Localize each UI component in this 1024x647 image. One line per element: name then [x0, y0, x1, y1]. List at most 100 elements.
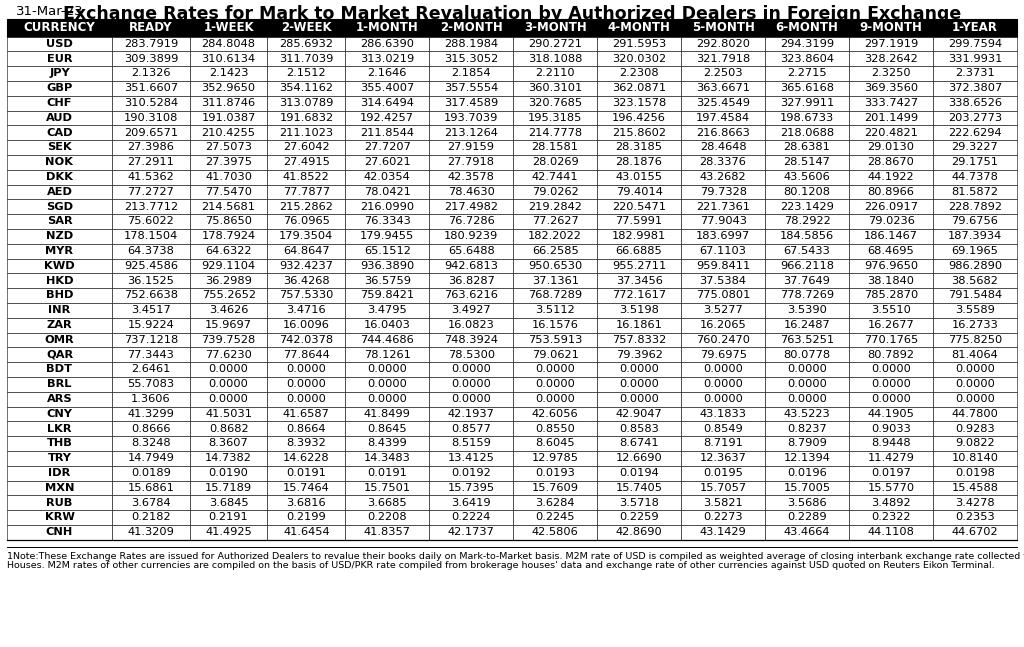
- Text: 0.0193: 0.0193: [536, 468, 575, 478]
- Text: 27.4915: 27.4915: [283, 157, 330, 168]
- Bar: [7, 155, 112, 170]
- Text: 0.8237: 0.8237: [787, 424, 827, 433]
- Bar: [267, 510, 345, 525]
- Text: 14.6228: 14.6228: [283, 454, 330, 463]
- Text: 976.9650: 976.9650: [864, 261, 919, 271]
- Text: 216.0990: 216.0990: [360, 202, 415, 212]
- Bar: [849, 451, 933, 466]
- Bar: [597, 155, 681, 170]
- Bar: [513, 318, 597, 333]
- Bar: [189, 525, 267, 540]
- Bar: [765, 51, 849, 66]
- Text: 0.0189: 0.0189: [131, 468, 171, 478]
- Bar: [112, 170, 189, 184]
- Text: 0.0000: 0.0000: [536, 394, 575, 404]
- Text: 182.2022: 182.2022: [528, 231, 582, 241]
- Text: CNY: CNY: [46, 409, 73, 419]
- Bar: [513, 273, 597, 288]
- Text: 2.1854: 2.1854: [452, 69, 490, 78]
- Bar: [267, 126, 345, 140]
- Bar: [597, 273, 681, 288]
- Text: 0.0000: 0.0000: [787, 364, 827, 375]
- Bar: [765, 525, 849, 540]
- Text: 290.2721: 290.2721: [528, 39, 583, 49]
- Text: 41.6587: 41.6587: [283, 409, 330, 419]
- Bar: [189, 229, 267, 244]
- Text: 0.2199: 0.2199: [287, 512, 327, 523]
- Text: 357.5554: 357.5554: [444, 83, 499, 93]
- Text: 3.4892: 3.4892: [871, 498, 911, 508]
- Bar: [267, 288, 345, 303]
- Text: 0.0000: 0.0000: [955, 379, 995, 389]
- Text: KWD: KWD: [44, 261, 75, 271]
- Text: 195.3185: 195.3185: [528, 113, 583, 123]
- Bar: [189, 66, 267, 81]
- Bar: [7, 170, 112, 184]
- Bar: [267, 19, 345, 36]
- Bar: [345, 318, 429, 333]
- Text: 42.5806: 42.5806: [531, 527, 579, 537]
- Text: 67.5433: 67.5433: [783, 246, 830, 256]
- Bar: [849, 496, 933, 510]
- Text: 0.2289: 0.2289: [787, 512, 827, 523]
- Bar: [345, 421, 429, 436]
- Bar: [933, 288, 1017, 303]
- Text: 755.2652: 755.2652: [202, 291, 256, 300]
- Text: 327.9911: 327.9911: [780, 98, 835, 108]
- Bar: [849, 421, 933, 436]
- Bar: [429, 377, 513, 391]
- Text: 0.0000: 0.0000: [452, 394, 492, 404]
- Bar: [597, 51, 681, 66]
- Bar: [681, 436, 765, 451]
- Bar: [513, 481, 597, 496]
- Bar: [513, 496, 597, 510]
- Bar: [7, 436, 112, 451]
- Text: 42.6056: 42.6056: [531, 409, 579, 419]
- Bar: [513, 303, 597, 318]
- Bar: [849, 126, 933, 140]
- Bar: [513, 259, 597, 273]
- Text: 757.5330: 757.5330: [280, 291, 334, 300]
- Bar: [429, 347, 513, 362]
- Bar: [933, 451, 1017, 466]
- Text: 43.5223: 43.5223: [783, 409, 830, 419]
- Bar: [267, 214, 345, 229]
- Bar: [345, 81, 429, 96]
- Bar: [345, 288, 429, 303]
- Text: 15.5770: 15.5770: [867, 483, 914, 493]
- Text: 0.8666: 0.8666: [131, 424, 171, 433]
- Text: 3.6784: 3.6784: [131, 498, 171, 508]
- Text: 37.7649: 37.7649: [783, 276, 830, 286]
- Text: EUR: EUR: [47, 54, 73, 63]
- Text: AUD: AUD: [46, 113, 73, 123]
- Text: 28.8670: 28.8670: [867, 157, 914, 168]
- Bar: [513, 229, 597, 244]
- Bar: [112, 19, 189, 36]
- Bar: [112, 391, 189, 406]
- Bar: [7, 347, 112, 362]
- Bar: [189, 51, 267, 66]
- Text: 31-Mar-23: 31-Mar-23: [16, 5, 84, 18]
- Text: 8.3248: 8.3248: [131, 439, 171, 448]
- Text: 2.1423: 2.1423: [209, 69, 249, 78]
- Text: 757.8332: 757.8332: [612, 335, 667, 345]
- Bar: [429, 96, 513, 111]
- Text: 0.2245: 0.2245: [536, 512, 574, 523]
- Text: 3.5589: 3.5589: [955, 305, 995, 315]
- Text: 929.1104: 929.1104: [202, 261, 256, 271]
- Text: 28.6381: 28.6381: [783, 142, 830, 153]
- Text: 3.4716: 3.4716: [287, 305, 327, 315]
- Bar: [513, 421, 597, 436]
- Text: 78.2922: 78.2922: [783, 217, 830, 226]
- Bar: [765, 391, 849, 406]
- Bar: [189, 288, 267, 303]
- Text: 42.9047: 42.9047: [615, 409, 663, 419]
- Text: 43.2682: 43.2682: [699, 172, 746, 182]
- Bar: [681, 362, 765, 377]
- Text: 37.5384: 37.5384: [699, 276, 746, 286]
- Bar: [112, 259, 189, 273]
- Text: 4-MONTH: 4-MONTH: [607, 21, 671, 34]
- Bar: [597, 140, 681, 155]
- Text: 3.5718: 3.5718: [620, 498, 659, 508]
- Bar: [189, 19, 267, 36]
